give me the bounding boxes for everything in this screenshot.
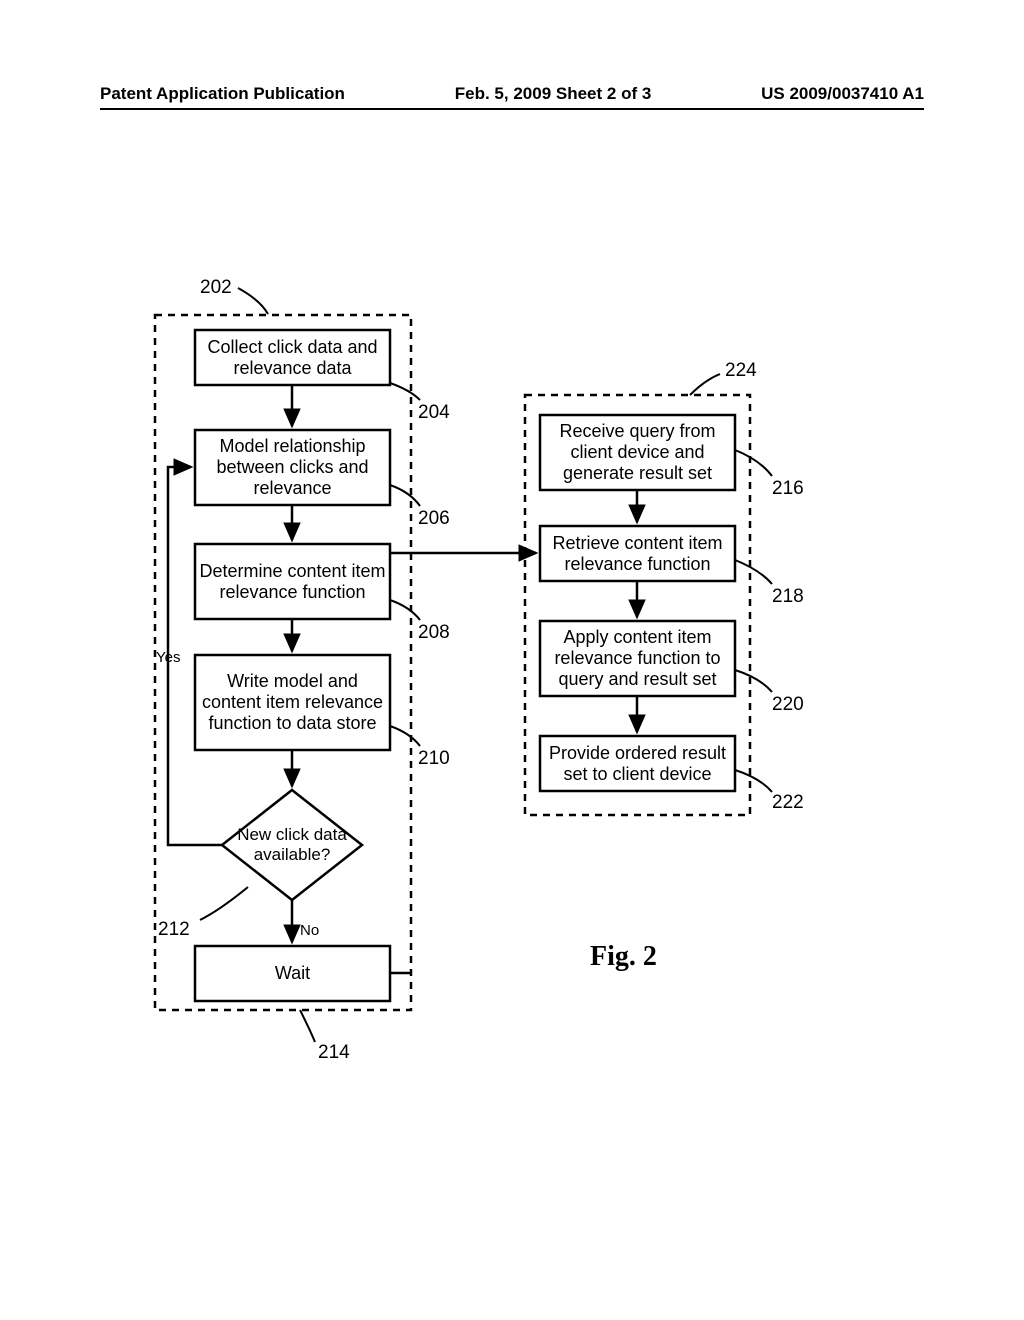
ref-206-leader	[390, 485, 420, 506]
ref-216-label: 216	[772, 478, 804, 499]
ref-212-label: 212	[158, 919, 190, 940]
ref-202-leader	[238, 288, 268, 314]
ref-204-leader	[390, 383, 420, 400]
ref-216-leader	[735, 450, 772, 476]
ref-214-label: 214	[318, 1042, 350, 1063]
ref-208-leader	[390, 600, 420, 620]
diamond-212-text: New click data available?	[222, 825, 362, 864]
box-214-text: Wait	[275, 963, 310, 984]
ref-210-leader	[390, 726, 420, 746]
page: Patent Application Publication Feb. 5, 2…	[0, 0, 1024, 1320]
ref-208-label: 208	[418, 622, 450, 643]
flowchart-svg: 202 Collect click data and relevance dat…	[0, 0, 1024, 1320]
box-204-text: Collect click data and relevance data	[197, 337, 388, 379]
ref-202: 202	[200, 277, 232, 298]
label-no: No	[300, 922, 319, 939]
ref-224-leader	[690, 374, 720, 395]
ref-222-label: 222	[772, 792, 804, 813]
box-220-text: Apply content item relevance function to…	[542, 627, 733, 690]
ref-220-leader	[735, 670, 772, 692]
box-210-text: Write model and content item relevance f…	[197, 671, 388, 734]
ref-222-leader	[735, 770, 772, 792]
label-yes: Yes	[156, 649, 180, 666]
ref-224-label: 224	[725, 360, 757, 381]
figure-label: Fig. 2	[590, 941, 657, 972]
box-222-text: Provide ordered result set to client dev…	[542, 743, 733, 785]
ref-212-leader	[200, 887, 248, 920]
box-206-text: Model relationship between clicks and re…	[197, 436, 388, 499]
ref-204-label: 204	[418, 402, 450, 423]
ref-206-label: 206	[418, 508, 450, 529]
box-208-text: Determine content item relevance functio…	[197, 561, 388, 603]
ref-218-label: 218	[772, 586, 804, 607]
box-218-text: Retrieve content item relevance function	[542, 533, 733, 575]
ref-210-label: 210	[418, 748, 450, 769]
ref-218-leader	[735, 560, 772, 584]
box-216-text: Receive query from client device and gen…	[542, 421, 733, 484]
ref-214-leader	[300, 1010, 315, 1042]
ref-220-label: 220	[772, 694, 804, 715]
